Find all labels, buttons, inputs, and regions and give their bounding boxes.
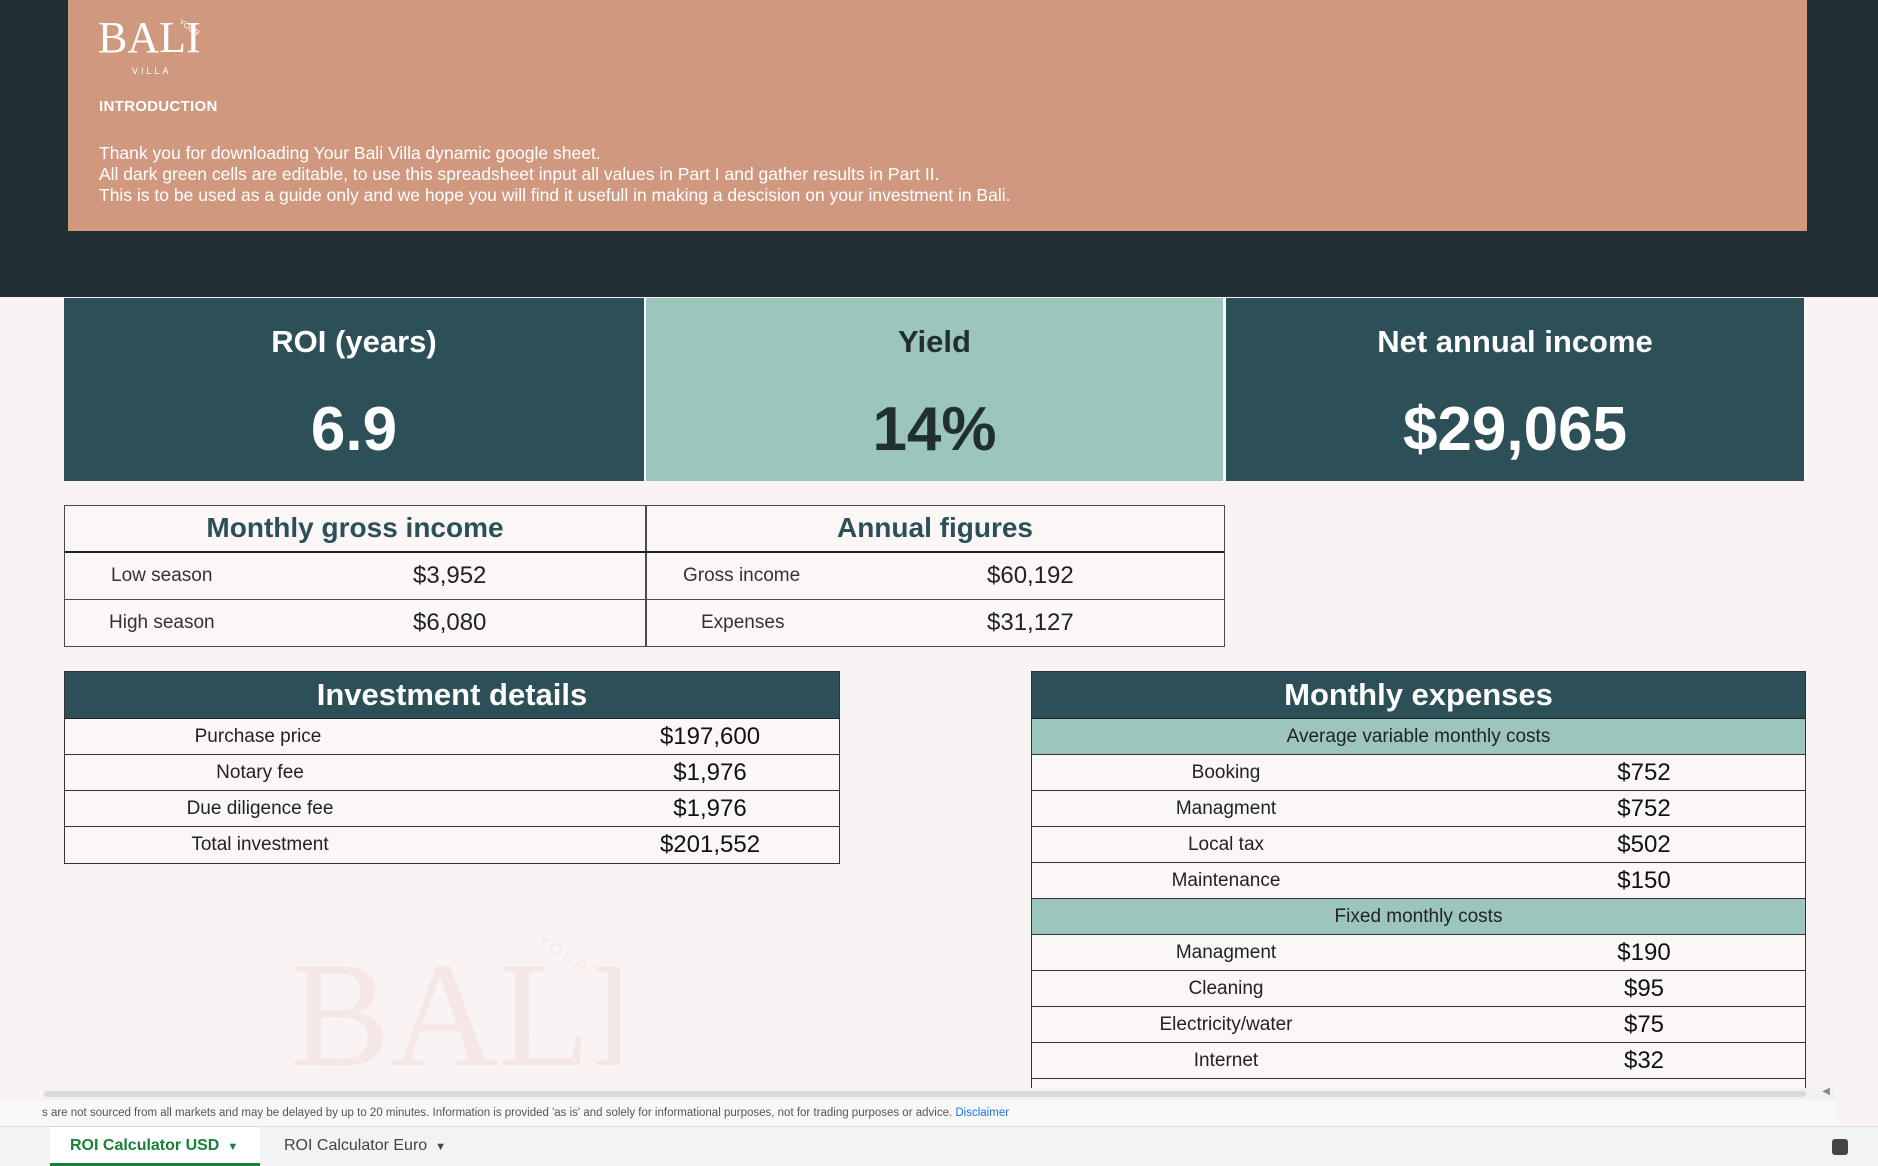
row-label: Managment <box>1175 798 1277 819</box>
intro-text: Thank you for downloading Your Bali Vill… <box>99 143 1010 206</box>
bali-villa-logo: BALI YOUR VILLA <box>98 13 202 76</box>
tab-roi-calculator-euro[interactable]: ROI Calculator Euro ▼ <box>264 1127 474 1166</box>
row-value: $752 <box>1617 759 1671 786</box>
cell-label[interactable]: Gross income <box>683 565 801 586</box>
row-label: Managment <box>1175 942 1277 963</box>
row-value: $150 <box>1617 867 1671 894</box>
intro-line: This is to be used as a guide only and w… <box>99 185 1011 205</box>
table-row[interactable]: Managment $190 <box>1032 935 1805 971</box>
monthly-gross-income-heading: Monthly gross income <box>206 512 504 543</box>
row-value: $190 <box>1617 939 1671 966</box>
intro-heading: INTRODUCTION <box>99 98 218 115</box>
row-label: Cleaning <box>1188 978 1264 999</box>
svg-text:BALI: BALI <box>290 932 620 1095</box>
svg-text:BALI: BALI <box>98 13 201 62</box>
data-disclaimer: s are not sourced from all markets and m… <box>0 1100 1836 1126</box>
row-label: Due diligence fee <box>186 798 334 819</box>
kpi-yield[interactable]: Yield 14% <box>646 298 1223 481</box>
monthly-expenses-table: Monthly expenses Average variable monthl… <box>1031 671 1806 1088</box>
table-row[interactable]: Purchase price $197,600 <box>65 719 839 755</box>
table-row[interactable]: Maintenance $150 <box>1032 863 1805 899</box>
table-row[interactable]: Total investment $201,552 <box>65 827 839 863</box>
explore-icon[interactable] <box>1832 1139 1848 1155</box>
kpi-title: Net annual income <box>1377 324 1653 359</box>
row-value: $1,976 <box>673 795 747 822</box>
investment-details-heading: Investment details <box>65 672 839 719</box>
tab-roi-calculator-usd[interactable]: ROI Calculator USD ▼ <box>50 1127 260 1166</box>
row-value: $197,600 <box>659 723 761 750</box>
table-row[interactable]: Managment $752 <box>1032 791 1805 827</box>
chevron-down-icon[interactable]: ▼ <box>227 1141 239 1153</box>
row-value: $1,976 <box>673 759 747 786</box>
row-label: Local tax <box>1187 834 1265 855</box>
cell-value[interactable]: $60,192 <box>987 562 1074 589</box>
table-row[interactable]: Internet $32 <box>1032 1043 1805 1079</box>
cell-value[interactable]: $6,080 <box>413 609 487 636</box>
row-value: $752 <box>1617 795 1671 822</box>
table-row[interactable]: Notary fee $1,976 <box>65 755 839 791</box>
chevron-down-icon[interactable]: ▼ <box>435 1141 447 1153</box>
horizontal-scrollbar[interactable]: ◀ <box>42 1086 1834 1100</box>
tab-label: ROI Calculator USD <box>70 1137 220 1154</box>
row-label: Maintenance <box>1171 870 1281 891</box>
row-label: Electricity/water <box>1159 1014 1293 1035</box>
disclaimer-link[interactable]: Disclaimer <box>955 1107 1010 1119</box>
row-value: $75 <box>1623 1011 1665 1038</box>
kpi-value: 6.9 <box>310 395 398 464</box>
investment-details-table: Investment details Purchase price $197,6… <box>64 671 840 864</box>
cell-value[interactable]: $31,127 <box>987 609 1074 636</box>
svg-text:VILLA: VILLA <box>132 66 172 76</box>
kpi-title: ROI (years) <box>271 324 437 359</box>
scroll-left-icon[interactable]: ◀ <box>1822 1086 1830 1097</box>
table-row[interactable]: Due diligence fee $1,976 <box>65 791 839 827</box>
table-row[interactable]: Booking $752 <box>1032 755 1805 791</box>
introduction-panel: BALI YOUR VILLA INTRODUCTION Thank you f… <box>68 0 1807 231</box>
intro-line: Thank you for downloading Your Bali Vill… <box>99 143 601 163</box>
kpi-net-annual-income[interactable]: Net annual income $29,065 <box>1226 298 1804 481</box>
cell-value[interactable]: $3,952 <box>413 562 487 589</box>
kpi-title: Yield <box>898 324 971 359</box>
bali-watermark-logo: BALI YOUR <box>290 931 620 1095</box>
annual-figures-heading: Annual figures <box>836 512 1033 543</box>
kpi-roi[interactable]: ROI (years) 6.9 <box>64 298 644 481</box>
disclaimer-text: s are not sourced from all markets and m… <box>42 1107 953 1119</box>
table-row[interactable]: Local tax $502 <box>1032 827 1805 863</box>
row-label: Booking <box>1191 762 1261 783</box>
intro-line: All dark green cells are editable, to us… <box>99 164 940 184</box>
kpi-value: 14% <box>872 395 997 464</box>
row-value: $201,552 <box>659 831 761 858</box>
cell-label[interactable]: High season <box>109 612 215 633</box>
row-label: Total investment <box>191 834 329 855</box>
summary-grid: Monthly gross income Annual figures Low … <box>64 505 1225 647</box>
cell-label[interactable]: Expenses <box>701 612 785 633</box>
table-row[interactable]: Electricity/water $75 <box>1032 1007 1805 1043</box>
scrollbar-thumb[interactable] <box>44 1091 1806 1097</box>
table-row[interactable]: Cleaning $95 <box>1032 971 1805 1007</box>
row-label: Purchase price <box>194 726 322 747</box>
row-label: Notary fee <box>216 762 304 783</box>
row-value: $95 <box>1623 975 1665 1002</box>
cell-label[interactable]: Low season <box>111 565 213 586</box>
kpi-value: $29,065 <box>1402 395 1628 464</box>
fixed-costs-subheading: Fixed monthly costs <box>1032 899 1805 935</box>
row-label: Internet <box>1193 1050 1259 1071</box>
row-value: $32 <box>1623 1047 1665 1074</box>
row-value: $502 <box>1617 831 1671 858</box>
monthly-expenses-heading: Monthly expenses <box>1032 672 1805 719</box>
sheet-tab-bar: ROI Calculator USD ▼ ROI Calculator Euro ▼ <box>0 1126 1878 1166</box>
tab-label: ROI Calculator Euro <box>284 1137 428 1154</box>
variable-costs-subheading: Average variable monthly costs <box>1032 719 1805 755</box>
